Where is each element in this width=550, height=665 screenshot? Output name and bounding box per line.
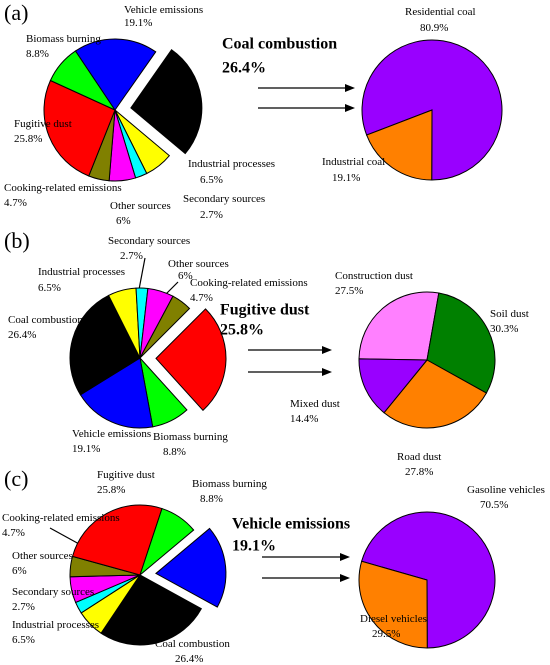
slice-value-label: 8.8% <box>163 446 186 458</box>
slice-label: Cooking-related emissions <box>190 277 308 289</box>
slice-label: Construction dust <box>335 270 413 282</box>
slice-value-label: 6.5% <box>200 174 223 186</box>
slice-label: Industrial processes <box>38 266 125 278</box>
slice-label: Secondary sources <box>183 193 265 205</box>
pie-slice <box>69 294 141 396</box>
slice-label: Other sources <box>168 258 229 270</box>
pie-slice <box>366 109 433 181</box>
slice-value-label: 8.8% <box>26 48 49 60</box>
slice-value-label: 8.8% <box>200 493 223 505</box>
slice-value-label: 19.1% <box>332 172 360 184</box>
panel-label: (b) <box>4 228 30 253</box>
slice-value-label: 80.9% <box>420 22 448 34</box>
slice-label: Road dust <box>397 451 441 463</box>
slice-label: Mixed dust <box>290 398 340 410</box>
panel-label: (a) <box>4 0 28 25</box>
slice-label: Other sources <box>110 200 171 212</box>
slice-value-label: 19.1% <box>232 537 276 554</box>
pie-slice <box>155 527 227 608</box>
panel-label: (c) <box>4 466 28 491</box>
slice-label: Cooking-related emissions <box>4 182 122 194</box>
slice-value-label: 25.8% <box>14 133 42 145</box>
slice-value-label: 4.7% <box>190 292 213 304</box>
slice-label: Coal combustion <box>8 314 83 326</box>
slice-label: Fugitive dust <box>220 301 310 318</box>
slice-label: Vehicle emissions <box>232 515 350 532</box>
pie-slice <box>383 359 488 429</box>
pie-slice <box>361 511 496 649</box>
slice-value-label: 4.7% <box>4 197 27 209</box>
slice-value-label: 25.8% <box>97 484 125 496</box>
slice-value-label: 6.5% <box>38 282 61 294</box>
slice-value-label: 19.1% <box>124 17 152 29</box>
slice-label: Industrial coal <box>322 156 385 168</box>
slice-label: Fugitive dust <box>97 469 155 481</box>
slice-value-label: 6% <box>178 270 193 282</box>
slice-value-label: 29.5% <box>372 628 400 640</box>
slice-label: Cooking-related emissions <box>2 512 120 524</box>
pie-slice <box>100 574 203 646</box>
slice-value-label: 26.4% <box>8 329 36 341</box>
slice-label: Other sources <box>12 550 73 562</box>
slice-value-label: 6% <box>116 215 131 227</box>
slice-value-label: 30.3% <box>490 323 518 335</box>
slice-label: Industrial processes <box>188 158 275 170</box>
pie-slice <box>426 292 496 394</box>
slice-value-label: 19.1% <box>72 443 100 455</box>
slice-label: Secondary sources <box>12 586 94 598</box>
pie-slice <box>74 38 157 111</box>
slice-label: Secondary sources <box>108 235 190 247</box>
slice-value-label: 25.8% <box>220 321 264 338</box>
slice-label: Soil dust <box>490 308 529 320</box>
slice-label: Diesel vehicles <box>360 613 427 625</box>
slice-value-label: 14.4% <box>290 413 318 425</box>
pie-slice <box>358 358 429 414</box>
slice-value-label: 4.7% <box>2 527 25 539</box>
slice-value-label: 2.7% <box>120 250 143 262</box>
slice-value-label: 26.4% <box>175 653 203 665</box>
pie-slice <box>71 504 163 576</box>
pie-slice <box>139 295 191 359</box>
slice-label: Coal combustion <box>155 638 230 650</box>
slice-value-label: 70.5% <box>480 499 508 511</box>
slice-label: Coal combustion <box>222 35 337 52</box>
slice-value-label: 2.7% <box>200 209 223 221</box>
slice-value-label: 26.4% <box>222 59 266 76</box>
slice-value-label: 6.5% <box>12 634 35 646</box>
slice-label: Residential coal <box>405 6 476 18</box>
slice-label: Vehicle emissions <box>72 428 151 440</box>
slice-label: Gasoline vehicles <box>467 484 545 496</box>
pie-slice <box>138 507 195 577</box>
slice-label: Vehicle emissions <box>124 4 203 16</box>
slice-value-label: 6% <box>12 565 27 577</box>
slice-label: Biomass burning <box>26 33 101 45</box>
slice-label: Biomass burning <box>153 431 228 443</box>
slice-value-label: 27.8% <box>405 466 433 478</box>
slice-label: Fugitive dust <box>14 118 72 130</box>
pie-slice <box>43 79 116 177</box>
pie-slice <box>79 357 154 429</box>
slice-label: Biomass burning <box>192 478 267 490</box>
pie-slice <box>358 291 440 361</box>
slice-value-label: 2.7% <box>12 601 35 613</box>
slice-label: Industrial processes <box>12 619 99 631</box>
pie-slice <box>155 308 227 412</box>
slice-value-label: 27.5% <box>335 285 363 297</box>
pie-slice <box>358 560 428 649</box>
pie-slice <box>130 49 203 155</box>
